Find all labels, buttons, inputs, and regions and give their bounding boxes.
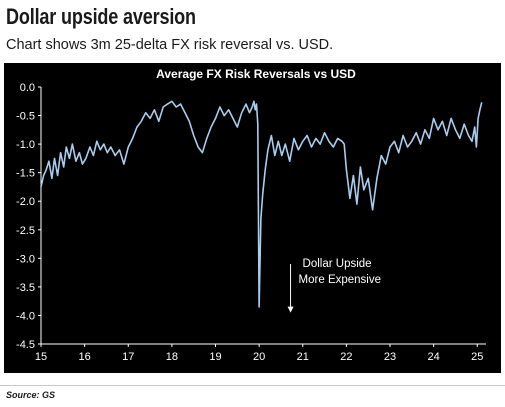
divider	[0, 385, 505, 386]
y-tick-label: -4.5	[16, 339, 35, 351]
series-line-0	[40, 100, 483, 308]
y-tick-label: -4.0	[16, 310, 35, 322]
y-tick-label: -3.0	[16, 253, 35, 265]
x-tick-label: 20	[253, 351, 265, 363]
y-tick-label: -3.5	[16, 282, 35, 294]
annotation-text-line2: More Expensive	[299, 274, 381, 286]
y-tick-label: -2.0	[16, 196, 35, 208]
line-chart: Average FX Risk Reversals vs USD 0.0 -0.5…	[16, 67, 486, 363]
y-tick-label: -1.5	[16, 168, 35, 180]
annotation-text-line1: Dollar Upside	[303, 258, 372, 270]
y-tick-label: -0.5	[16, 111, 35, 123]
series-layer	[40, 100, 483, 308]
axes: 0.0-0.5-1.0-1.5-2.0-2.5-3.0-3.5-4.0-4.51…	[16, 82, 486, 363]
annotation-arrow-head	[287, 306, 294, 313]
y-tick-label: 0.0	[20, 82, 35, 94]
x-tick-label: 18	[166, 351, 178, 363]
page-subtitle: Chart shows 3m 25-delta FX risk reversal…	[6, 37, 334, 53]
page-title: Dollar upside aversion	[6, 4, 196, 29]
x-tick-label: 16	[79, 351, 91, 363]
x-tick-label: 21	[297, 351, 309, 363]
x-tick-label: 17	[122, 351, 134, 363]
x-tick-label: 23	[384, 351, 396, 363]
chart-panel: Average FX Risk Reversals vs USD 0.0 -0.5…	[4, 63, 501, 373]
y-tick-label: -1.0	[16, 139, 35, 151]
x-tick-label: 15	[35, 351, 47, 363]
annotation: Dollar Upside More Expensive	[287, 258, 381, 313]
x-tick-label: 19	[209, 351, 221, 363]
y-tick-label: -2.5	[16, 225, 35, 237]
chart-title: Average FX Risk Reversals vs USD	[156, 67, 356, 81]
source-note: Source: GS	[6, 390, 56, 400]
x-tick-label: 22	[340, 351, 352, 363]
x-tick-label: 25	[471, 351, 483, 363]
x-tick-label: 24	[428, 351, 440, 363]
